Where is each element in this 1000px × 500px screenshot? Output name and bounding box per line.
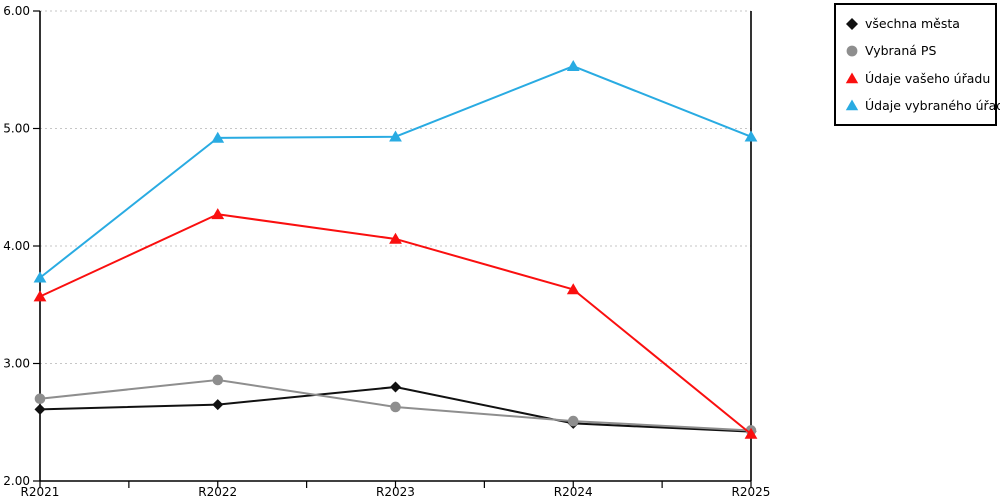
series-1-point-R2023 xyxy=(390,401,401,413)
legend-circle-icon xyxy=(846,45,858,57)
legend-item-0: všechna města xyxy=(845,16,995,31)
series-2-point-R2021 xyxy=(33,290,47,302)
series-1-point-R2021 xyxy=(34,393,46,405)
legend-item-3: Údaje vybraného úřadu xyxy=(845,98,1000,113)
series-1-point-R2022 xyxy=(212,374,224,386)
series-2-point-R2023 xyxy=(389,232,402,244)
legend-diamond-icon xyxy=(846,17,858,30)
series-0-point-R2023 xyxy=(390,381,401,393)
series-3-point-R2023 xyxy=(389,130,402,142)
series-2-point-R2024 xyxy=(566,283,580,295)
y-axis-tick-label: 2.00 xyxy=(3,474,30,488)
legend-label: Údaje vašeho úřadu xyxy=(865,70,991,86)
series-1-point-R2024 xyxy=(567,415,579,427)
series-3-point-R2022 xyxy=(211,131,225,143)
legend-label: Údaje vybraného úřadu xyxy=(865,97,1000,113)
series-3-point-R2021 xyxy=(33,271,47,283)
series-3-point-R2025 xyxy=(744,130,758,142)
series-line-2 xyxy=(39,213,752,435)
x-axis-tick-label: R2022 xyxy=(198,485,237,499)
legend: všechna města Vybraná PS Údaje vašeho úřad… xyxy=(834,3,1000,126)
legend-triangle-icon xyxy=(845,72,859,84)
legend-item-2: Údaje vašeho úřadu xyxy=(845,71,995,86)
y-axis-tick-label: 4.00 xyxy=(3,239,30,253)
x-axis-tick-label: R2025 xyxy=(732,485,771,499)
series-2-point-R2022 xyxy=(211,208,225,220)
x-axis-tick-label: R2023 xyxy=(376,485,415,499)
series-3-point-R2024 xyxy=(566,60,580,72)
legend-triangle-icon xyxy=(845,99,859,111)
legend-item-1: Vybraná PS xyxy=(845,43,995,58)
y-axis-tick-label: 5.00 xyxy=(3,122,30,136)
legend-label: Vybraná PS xyxy=(865,43,937,59)
series-0-point-R2021 xyxy=(34,403,46,415)
series-0-point-R2022 xyxy=(212,399,224,411)
legend-label: všechna města xyxy=(865,16,960,32)
y-axis-tick-label: 3.00 xyxy=(3,357,30,371)
x-axis-tick-label: R2021 xyxy=(21,485,60,499)
x-axis-tick-label: R2024 xyxy=(554,485,593,499)
series-2-point-R2025 xyxy=(744,427,758,439)
y-axis-tick-label: 6.00 xyxy=(3,4,30,18)
